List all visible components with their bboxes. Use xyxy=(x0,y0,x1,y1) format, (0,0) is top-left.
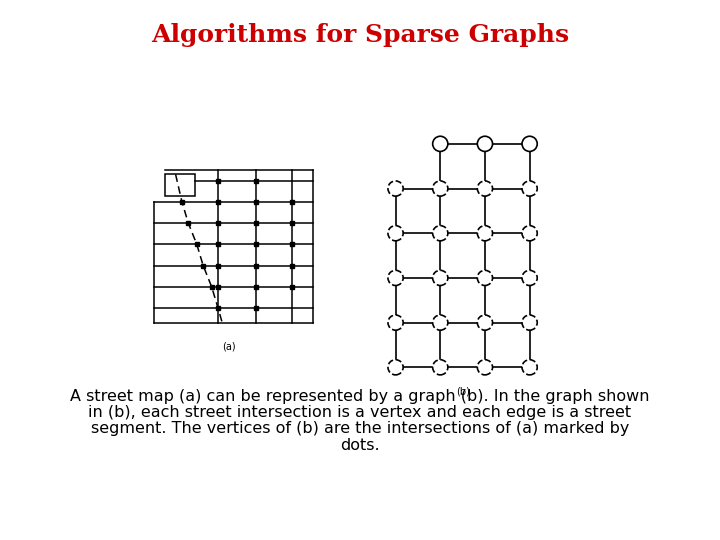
Circle shape xyxy=(522,181,537,196)
Text: Algorithms for Sparse Graphs: Algorithms for Sparse Graphs xyxy=(151,23,569,47)
Circle shape xyxy=(522,136,537,151)
Text: dots.: dots. xyxy=(340,437,380,453)
Circle shape xyxy=(388,181,403,196)
Text: segment. The vertices of (b) are the intersections of (a) marked by: segment. The vertices of (b) are the int… xyxy=(91,422,629,436)
Circle shape xyxy=(433,136,448,151)
Circle shape xyxy=(433,315,448,330)
Circle shape xyxy=(477,226,492,241)
Circle shape xyxy=(433,226,448,241)
Circle shape xyxy=(433,181,448,196)
Circle shape xyxy=(522,271,537,286)
Text: (b): (b) xyxy=(456,387,469,397)
Circle shape xyxy=(477,136,492,151)
Circle shape xyxy=(477,360,492,375)
Text: A street map (a) can be represented by a graph (b). In the graph shown: A street map (a) can be represented by a… xyxy=(71,389,649,404)
Circle shape xyxy=(388,315,403,330)
Circle shape xyxy=(433,360,448,375)
Circle shape xyxy=(522,226,537,241)
Circle shape xyxy=(388,271,403,286)
Text: (a): (a) xyxy=(222,341,235,351)
Circle shape xyxy=(433,271,448,286)
Circle shape xyxy=(388,226,403,241)
Circle shape xyxy=(522,360,537,375)
Circle shape xyxy=(477,181,492,196)
Bar xyxy=(165,174,194,195)
Circle shape xyxy=(477,271,492,286)
Circle shape xyxy=(477,315,492,330)
Circle shape xyxy=(388,360,403,375)
Text: in (b), each street intersection is a vertex and each edge is a street: in (b), each street intersection is a ve… xyxy=(89,406,631,421)
Circle shape xyxy=(522,315,537,330)
